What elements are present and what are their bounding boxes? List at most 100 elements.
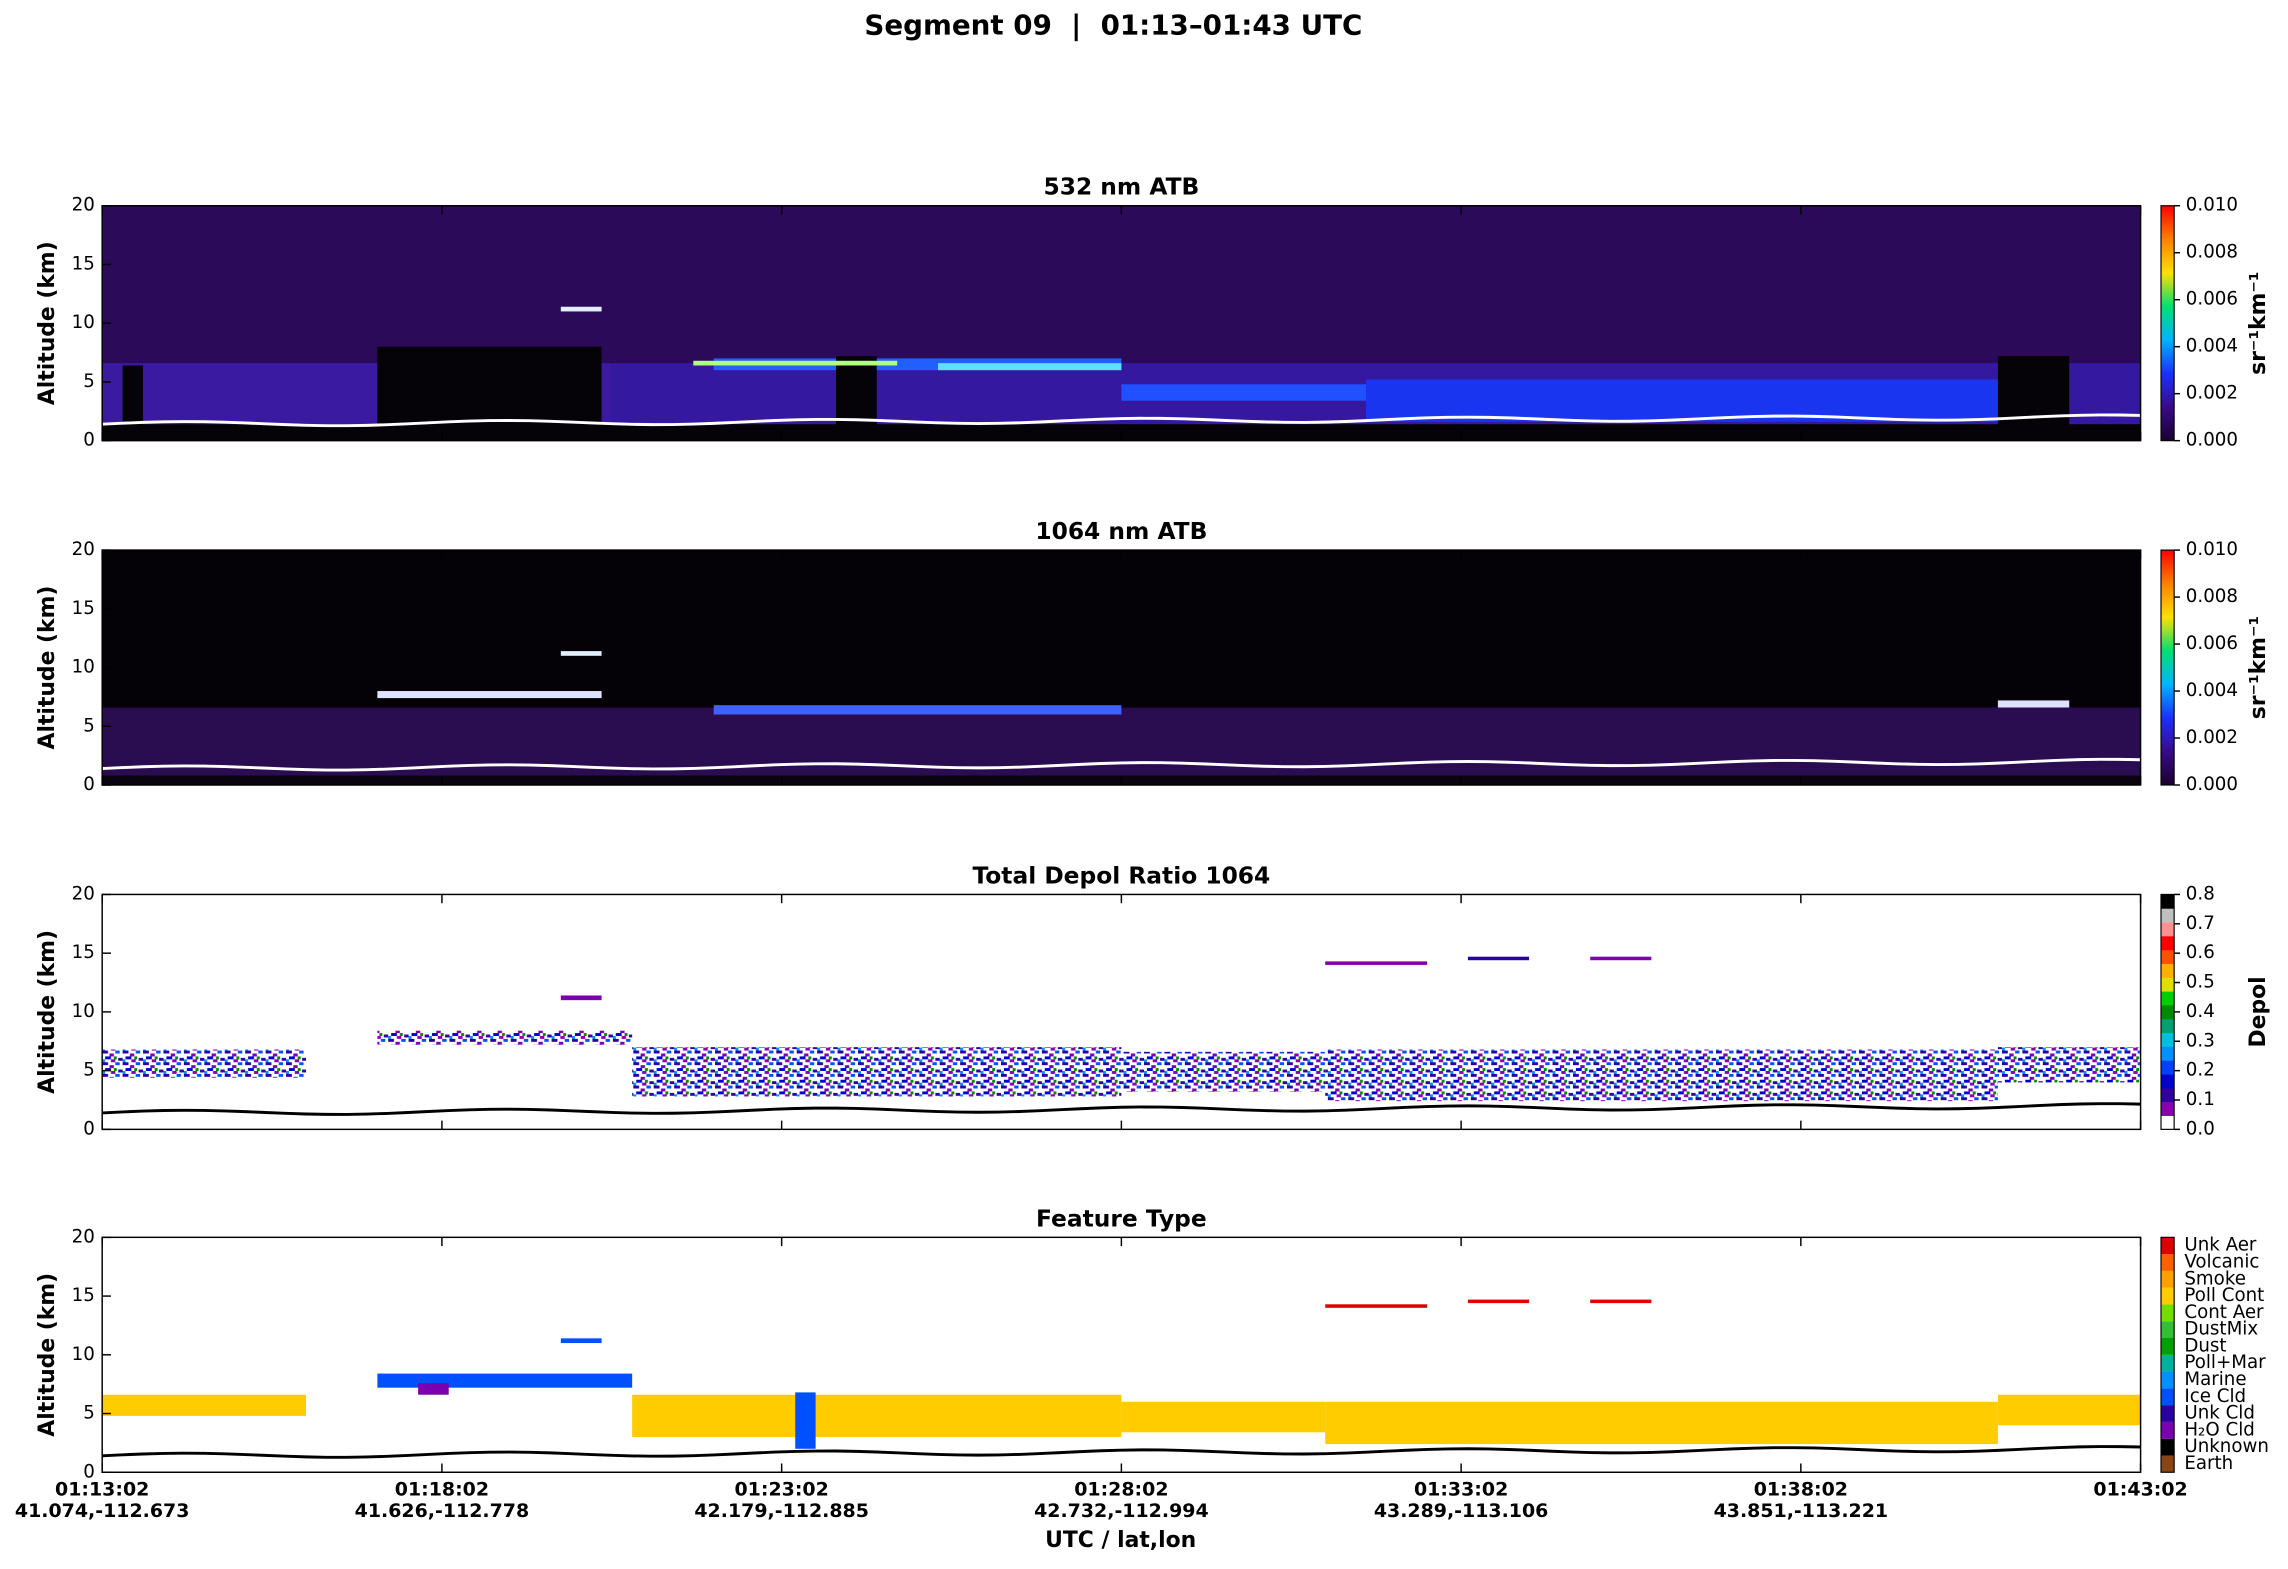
- y-tick-label: 15: [72, 942, 95, 963]
- colorbar-swatch: [2161, 1438, 2175, 1456]
- colorbar-category: Ice Cld: [2184, 1386, 2246, 1407]
- colorbar-swatch: [2161, 1354, 2175, 1372]
- colorbar-tick-label: 0.000: [2186, 774, 2238, 795]
- colorbar-category: Poll Cont: [2184, 1285, 2264, 1306]
- y-tick-label: 15: [72, 1285, 95, 1306]
- raster-feature: [1365, 379, 2060, 422]
- surface-line: [102, 1102, 2141, 1116]
- colorbar-swatch: [2161, 1421, 2175, 1439]
- raster-feature: [693, 360, 898, 366]
- raster-feature: [1121, 384, 1366, 401]
- colorbar-swatch: [2161, 1237, 2175, 1255]
- colorbar-swatch: [2161, 1321, 2175, 1339]
- y-axis-label: Altitude (km): [35, 586, 60, 750]
- colorbar-category: Marine: [2184, 1369, 2246, 1390]
- raster-feature: [102, 1394, 307, 1416]
- y-tick-label: 20: [72, 883, 95, 904]
- colorbar-swatch: [2161, 1032, 2175, 1047]
- raster-feature: [1325, 1401, 1998, 1445]
- colorbar-swatch: [2161, 1254, 2175, 1271]
- colorbar-tick-label: 0.3: [2186, 1030, 2215, 1051]
- raster-feature: [102, 1049, 307, 1078]
- colorbar-swatch: [2161, 1046, 2175, 1061]
- panel-title: 1064 nm ATB: [1035, 517, 1207, 545]
- raster-feature: [1121, 1051, 1326, 1092]
- colorbar-swatch: [2161, 977, 2175, 992]
- colorbar-swatch: [2161, 1371, 2175, 1389]
- colorbar: [2161, 550, 2175, 786]
- x-tick-sublabel: 43.851,-113.221: [1714, 1500, 1889, 1522]
- colorbar-swatch: [2161, 1270, 2175, 1288]
- raster-feature: [713, 358, 1122, 371]
- colorbar-category: DustMix: [2184, 1319, 2258, 1340]
- x-tick-label: 01:33:02: [1414, 1478, 1508, 1500]
- raster-feature: [560, 306, 602, 312]
- colorbar-swatch: [2161, 991, 2175, 1006]
- x-tick-sublabel: 41.074,-112.673: [15, 1500, 190, 1522]
- raster-feature: [1467, 956, 1530, 961]
- colorbar-tick-label: 0.2: [2186, 1060, 2215, 1081]
- colorbar-swatch: [2161, 1115, 2175, 1130]
- panel-title: Total Depol Ratio 1064: [972, 861, 1270, 889]
- colorbar-tick-label: 0.008: [2186, 242, 2238, 263]
- x-tick-sublabel: 43.289,-113.106: [1374, 1500, 1549, 1522]
- colorbar-swatch: [2161, 1405, 2175, 1422]
- raster-feature: [836, 356, 877, 434]
- colorbar-tick-label: 0.7: [2186, 913, 2215, 934]
- colorbar-swatch: [2161, 1304, 2175, 1322]
- surface-line: [102, 757, 2141, 772]
- colorbar-tick-label: 0.002: [2186, 727, 2238, 748]
- colorbar-label: sr⁻¹km⁻¹: [2246, 616, 2271, 719]
- colorbar-category: H₂O Cld: [2184, 1419, 2254, 1440]
- y-tick-label: 10: [72, 312, 95, 333]
- x-tick-label: 01:18:02: [395, 1478, 489, 1500]
- raster-feature: [1590, 956, 1652, 961]
- x-tick-label: 01:13:02: [55, 1478, 149, 1500]
- colorbar-label: sr⁻¹km⁻¹: [2246, 271, 2271, 374]
- figure-title: Segment 09 | 01:13–01:43 UTC: [864, 8, 1362, 41]
- colorbar-category: Cont Aer: [2184, 1302, 2264, 1323]
- y-tick-label: 0: [83, 1461, 95, 1482]
- y-axis-label: Altitude (km): [35, 1273, 60, 1437]
- raster-feature: [713, 705, 1122, 715]
- y-tick-label: 15: [72, 253, 95, 274]
- colorbar-category: Unk Cld: [2184, 1403, 2255, 1424]
- colorbar-category: Earth: [2184, 1453, 2233, 1474]
- raster-feature: [795, 1392, 816, 1449]
- x-tick-sublabel: 41.626,-112.778: [355, 1500, 530, 1522]
- raster-feature: [560, 651, 602, 656]
- raster-feature: [377, 1373, 633, 1388]
- colorbar-tick-label: 0.006: [2186, 289, 2238, 310]
- y-tick-label: 10: [72, 1344, 95, 1365]
- x-tick-sublabel: 42.732,-112.994: [1034, 1500, 1209, 1522]
- raster-feature: [418, 1382, 449, 1395]
- colorbar-swatch: [2161, 894, 2175, 909]
- y-tick-label: 5: [83, 1060, 95, 1081]
- y-tick-label: 20: [72, 195, 95, 216]
- raster-feature: [937, 363, 1122, 371]
- colorbar-swatch: [2161, 1004, 2175, 1020]
- raster-feature: [560, 1338, 602, 1344]
- colorbar-category: Volcanic: [2184, 1252, 2259, 1273]
- raster-feature: [560, 995, 602, 1001]
- colorbar-tick-label: 0.004: [2186, 336, 2238, 357]
- x-tick-sublabel: 42.179,-112.885: [694, 1500, 869, 1522]
- colorbar-swatch: [2161, 1101, 2175, 1116]
- colorbar-tick-label: 0.4: [2186, 1001, 2215, 1022]
- y-tick-label: 10: [72, 657, 95, 678]
- x-tick-label: 01:28:02: [1074, 1478, 1168, 1500]
- raster-feature: [1121, 1401, 1326, 1433]
- colorbar-tick-label: 0.010: [2186, 195, 2238, 216]
- colorbar-swatch: [2161, 935, 2175, 951]
- colorbar-swatch: [2161, 922, 2175, 937]
- colorbar-tick-label: 0.008: [2186, 586, 2238, 607]
- y-tick-label: 20: [72, 539, 95, 560]
- raster-feature: [1997, 1394, 2141, 1426]
- raster-feature: [102, 707, 2141, 776]
- y-axis-label: Altitude (km): [35, 930, 60, 1094]
- colorbar-swatch: [2161, 1455, 2175, 1473]
- y-tick-label: 10: [72, 1001, 95, 1022]
- raster-feature: [377, 1030, 633, 1045]
- colorbar-tick-label: 0.5: [2186, 972, 2215, 993]
